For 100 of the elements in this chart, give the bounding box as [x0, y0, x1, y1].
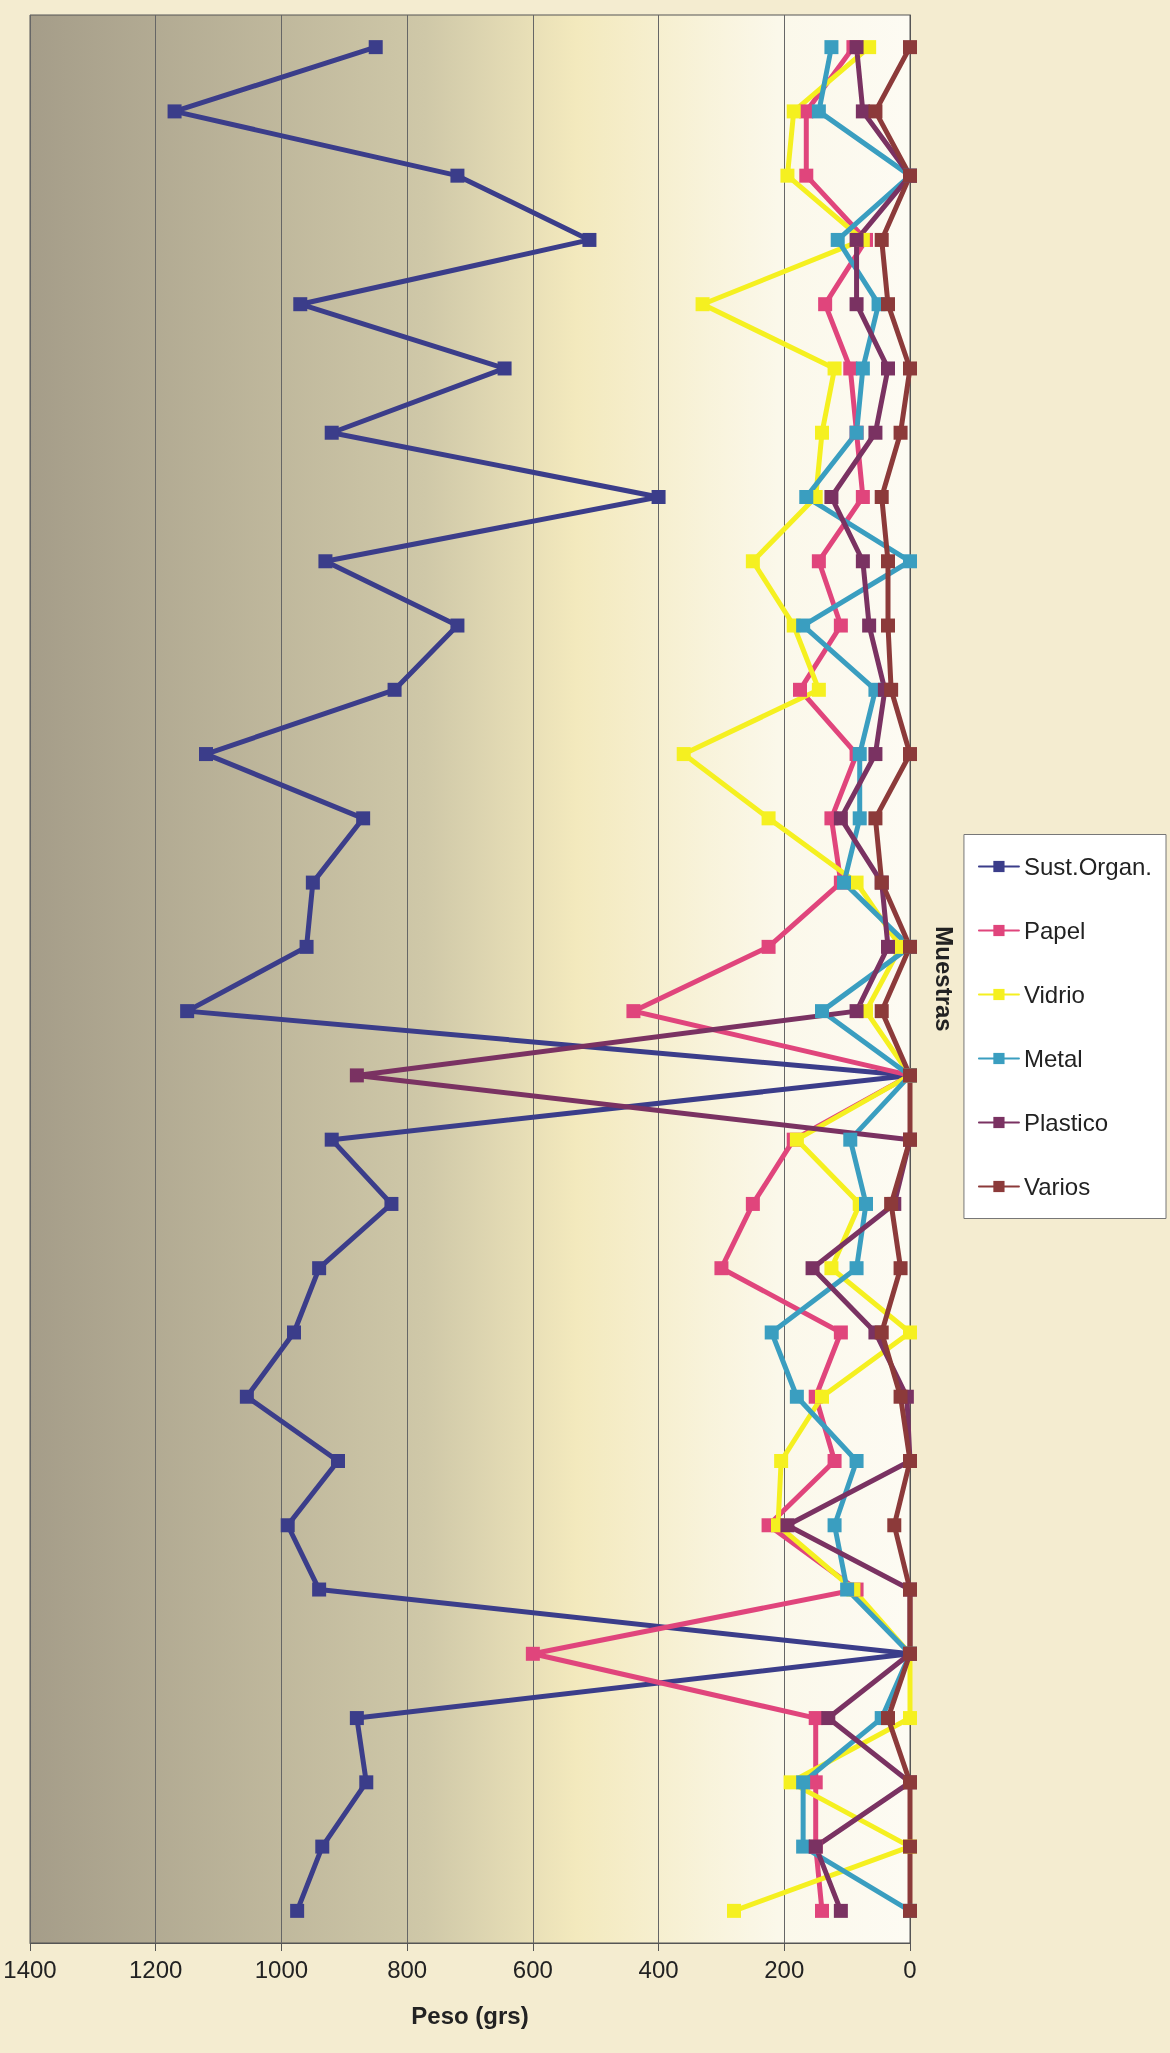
point	[881, 939, 895, 954]
point	[384, 1196, 399, 1211]
point	[903, 361, 917, 376]
point	[833, 811, 848, 826]
point	[796, 1839, 811, 1854]
x-tick-label: 400	[638, 1955, 679, 1983]
point	[824, 40, 839, 55]
point	[881, 618, 895, 633]
point	[818, 297, 833, 312]
point	[280, 1518, 295, 1533]
point	[324, 1132, 339, 1147]
point	[167, 104, 182, 119]
point	[833, 618, 848, 633]
point	[651, 490, 666, 504]
point	[815, 425, 829, 440]
point	[849, 1454, 864, 1468]
point	[299, 939, 314, 954]
point	[714, 1261, 729, 1276]
point	[893, 1261, 908, 1276]
point	[903, 1711, 917, 1726]
legend-label: Metal	[1023, 1045, 1083, 1072]
point	[840, 1582, 855, 1597]
point	[761, 811, 776, 826]
x-tick-label: 0	[903, 1955, 917, 1983]
point	[793, 682, 807, 697]
point	[808, 1775, 823, 1790]
legend-label: Papel	[1023, 917, 1086, 944]
point	[843, 1132, 858, 1147]
point	[893, 425, 908, 440]
point	[745, 1196, 760, 1211]
point	[821, 1711, 836, 1726]
point	[368, 40, 383, 55]
point	[833, 1903, 848, 1918]
point	[868, 104, 883, 119]
legend-label: Plastico	[1023, 1109, 1108, 1136]
point	[799, 168, 814, 183]
point	[868, 425, 883, 440]
point	[884, 682, 899, 697]
point	[331, 1454, 345, 1468]
point	[450, 618, 465, 633]
point	[356, 811, 371, 826]
point	[827, 361, 842, 376]
point	[811, 682, 826, 697]
point	[849, 1261, 864, 1276]
point	[881, 361, 895, 376]
point	[827, 1454, 842, 1468]
point	[305, 875, 320, 890]
point	[796, 618, 811, 633]
point	[780, 1518, 795, 1533]
point	[764, 1325, 779, 1340]
point	[849, 232, 864, 247]
point	[843, 361, 858, 376]
point	[349, 1068, 364, 1083]
point	[811, 104, 826, 119]
x-tick-label: 1200	[129, 1955, 183, 1983]
y-axis-title: Muestras	[930, 926, 958, 1032]
point	[868, 811, 883, 826]
point	[318, 554, 333, 569]
point	[786, 104, 801, 119]
point	[827, 1518, 842, 1533]
point	[849, 297, 864, 312]
point	[287, 1325, 301, 1340]
x-tick-label: 800	[387, 1955, 428, 1983]
x-tick-label: 1400	[3, 1955, 57, 1983]
point	[582, 232, 597, 247]
point	[824, 490, 839, 504]
point	[874, 1325, 889, 1340]
point	[180, 1004, 195, 1019]
point	[824, 1261, 839, 1276]
point	[874, 490, 889, 504]
point	[855, 361, 870, 376]
point	[676, 747, 691, 762]
legend-label: Sust.Organ.	[1023, 853, 1152, 880]
point	[199, 747, 213, 762]
point	[239, 1389, 254, 1404]
point	[290, 1903, 305, 1918]
point	[780, 168, 795, 183]
point	[849, 1004, 864, 1019]
point	[774, 1454, 789, 1468]
point	[903, 40, 917, 55]
legend-label: Varios	[1023, 1173, 1091, 1200]
point	[855, 490, 870, 504]
point	[881, 297, 895, 312]
point	[525, 1646, 540, 1661]
point	[796, 1775, 811, 1790]
point	[315, 1839, 330, 1854]
point	[881, 554, 895, 569]
point	[893, 1389, 908, 1404]
point	[815, 1389, 829, 1404]
point	[874, 1004, 889, 1019]
point	[859, 1196, 873, 1211]
point	[359, 1775, 374, 1790]
point	[387, 682, 402, 697]
point	[862, 618, 877, 633]
point	[799, 490, 814, 504]
point	[727, 1903, 741, 1918]
point	[815, 1903, 829, 1918]
point	[745, 554, 760, 569]
point	[874, 232, 889, 247]
point	[312, 1582, 327, 1597]
